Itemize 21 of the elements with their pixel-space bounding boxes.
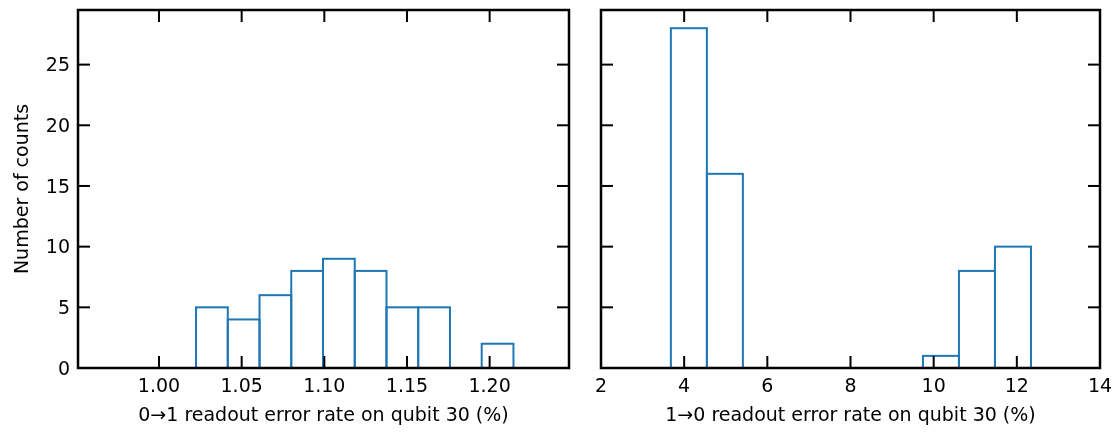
y-tick-label: 25 — [45, 53, 70, 76]
x-tick-label: 1.05 — [220, 374, 263, 396]
x-tick-label: 1.10 — [303, 374, 346, 396]
x-tick-label: 4 — [678, 374, 691, 396]
x-axis-title: 0→1 readout error rate on qubit 30 (%) — [138, 403, 509, 425]
y-tick-label: 5 — [57, 295, 70, 318]
x-axis-title: 1→0 readout error rate on qubit 30 (%) — [665, 403, 1036, 425]
x-tick-label: 1.00 — [137, 374, 181, 396]
x-tick-label: 1.20 — [468, 374, 511, 396]
x-tick-label: 1.15 — [385, 374, 429, 396]
y-tick-label: 15 — [45, 174, 70, 197]
x-tick-label: 2 — [594, 374, 608, 396]
x-tick-label: 8 — [844, 374, 857, 396]
y-tick-label: 20 — [45, 113, 70, 136]
y-tick-label: 0 — [57, 356, 70, 379]
y-axis-title: Number of counts — [10, 103, 32, 275]
x-tick-label: 6 — [761, 374, 774, 396]
y-tick-label: 10 — [45, 235, 70, 258]
x-tick-label: 14 — [1087, 374, 1112, 396]
x-tick-label: 12 — [1004, 374, 1029, 396]
x-tick-label: 10 — [921, 374, 946, 396]
